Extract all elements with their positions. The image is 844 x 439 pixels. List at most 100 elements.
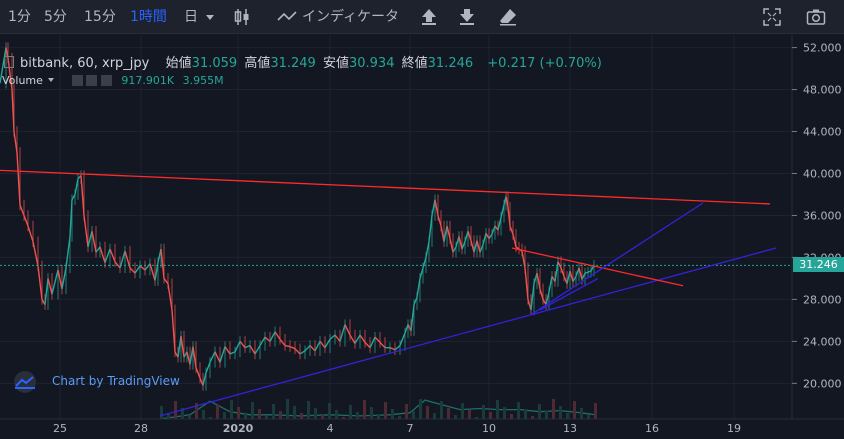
volume-bar [202, 410, 205, 419]
volume-bar [230, 400, 233, 419]
volume-bar [384, 402, 387, 419]
high-label: 高値 [244, 56, 271, 71]
price-segment [65, 236, 71, 269]
volume-bar [538, 404, 541, 419]
volume-bar [454, 415, 457, 419]
price-segment [23, 215, 29, 227]
volume-bar [300, 413, 303, 419]
price-segment [289, 345, 296, 350]
low-label: 安値 [322, 56, 349, 71]
interval-15m[interactable]: 15分 [84, 9, 116, 25]
fullscreen-icon[interactable] [762, 7, 782, 27]
price-segment [229, 351, 236, 355]
camera-icon[interactable] [806, 7, 826, 27]
trendline-support [531, 202, 704, 315]
candles-icon[interactable] [232, 7, 252, 27]
volume-bar [524, 409, 527, 419]
chart-toolbar: 1分 5分 15分 1時間 日 インディケータ [0, 0, 844, 34]
time-scale[interactable]: 25 28 2020 4 7 10 13 16 19 [53, 422, 741, 435]
interval-5m[interactable]: 5分 [44, 9, 67, 25]
indicators-button[interactable]: インディケータ [302, 9, 400, 25]
volume-bar [286, 399, 289, 419]
volume-bar [405, 404, 408, 419]
price-segment [254, 345, 261, 355]
high-value: 31.249 [270, 56, 316, 71]
indicators-icon[interactable] [277, 7, 297, 27]
y-tick-label: 44.000 [803, 126, 842, 139]
volume-bar [251, 402, 254, 419]
price-segment [27, 225, 34, 242]
volume-bar [307, 401, 310, 419]
volume-bar [412, 411, 415, 419]
y-tick-label: 40.000 [803, 167, 842, 180]
volume-bar [433, 413, 436, 419]
volume-bar [566, 413, 569, 419]
volume-bar [482, 405, 485, 419]
price-scale[interactable]: 52.00048.00044.00040.00036.00032.00028.0… [792, 42, 842, 391]
volume-bar [167, 413, 170, 419]
x-tick-label: 28 [134, 422, 148, 435]
volume-bar [188, 415, 191, 419]
tradingview-logo[interactable] [10, 371, 40, 397]
price-segment [369, 336, 376, 348]
chevron-down-icon[interactable] [206, 15, 214, 20]
x-tick-label: 25 [53, 422, 67, 435]
close-icon[interactable] [100, 75, 112, 86]
price-segment [214, 351, 221, 363]
price-segment [334, 334, 341, 342]
volume-bar [468, 410, 471, 419]
chevron-down-icon[interactable] [48, 78, 55, 82]
volume-bar [174, 401, 177, 419]
volume-bar [272, 404, 275, 419]
price-segment [269, 331, 276, 342]
price-segment [0, 47, 7, 84]
eraser-icon[interactable] [498, 7, 518, 27]
collapse-icon[interactable] [4, 56, 14, 68]
volume-bar [195, 403, 198, 419]
symbol-label[interactable]: bitbank, 60, xrp_jpy [20, 56, 150, 71]
legend-row: bitbank, 60, xrp_jpy 始値31.059 高値31.249 安… [4, 52, 602, 71]
volume-bar [531, 416, 534, 419]
upload-icon[interactable] [419, 7, 439, 27]
volume-bar [580, 408, 583, 419]
y-tick-label: 52.000 [803, 42, 842, 55]
price-segment [234, 341, 241, 353]
price-segment [304, 345, 311, 352]
price-segment [87, 231, 93, 248]
volume-bar [391, 409, 394, 419]
settings-icon[interactable] [86, 75, 98, 86]
watermark-text[interactable]: Chart by TradingView [52, 374, 180, 388]
x-tick-label: 19 [727, 422, 741, 435]
volume-line [159, 399, 597, 420]
trendlines[interactable] [0, 169, 777, 417]
price-segment [249, 345, 256, 355]
download-icon[interactable] [457, 7, 477, 27]
volume-label[interactable]: Volume [2, 74, 43, 87]
price-segment [47, 278, 53, 295]
open-label: 始値 [165, 56, 192, 71]
price-segment [91, 231, 97, 253]
interval-day[interactable]: 日 [184, 9, 198, 25]
close-value: 31.246 [427, 56, 474, 71]
grid [0, 35, 792, 419]
price-segment [399, 332, 406, 346]
interval-1m[interactable]: 1分 [8, 9, 31, 25]
x-tick-label: 4 [327, 422, 334, 435]
price-segment [224, 346, 231, 355]
volume-bar [237, 407, 240, 419]
volume-bar [559, 406, 562, 419]
volume-bar [279, 411, 282, 419]
volume-bar [503, 407, 506, 419]
volume-bar [517, 402, 520, 419]
eye-icon[interactable] [71, 75, 83, 86]
last-price-tag: 31.246 [793, 257, 844, 273]
price-segment [7, 57, 13, 90]
volume-bar [160, 406, 163, 419]
price-segment [149, 263, 156, 281]
price-segment [95, 246, 101, 253]
interval-1h[interactable]: 1時間 [130, 9, 167, 25]
price-segment [195, 367, 201, 379]
price-segment [349, 334, 356, 344]
volume-bar [244, 414, 247, 419]
price-segment [134, 265, 141, 274]
